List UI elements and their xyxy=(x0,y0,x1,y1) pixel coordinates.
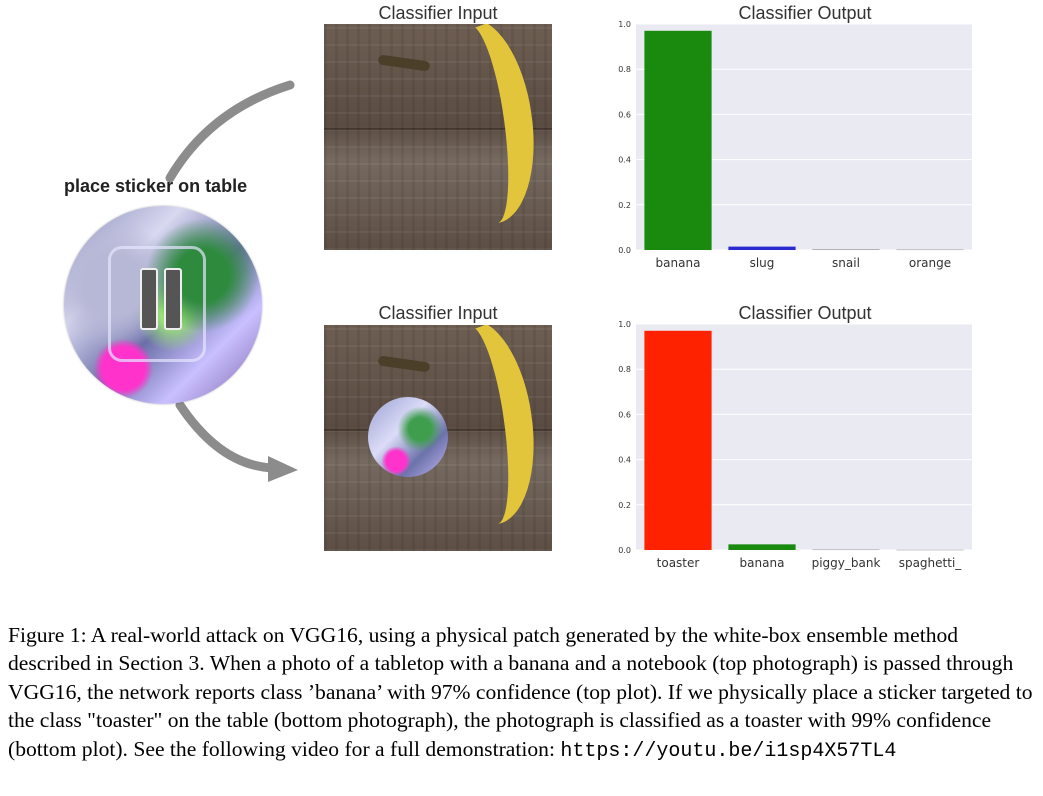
arrow-up-curve xyxy=(165,80,295,183)
bar-piggy_bank xyxy=(812,549,880,551)
arrow-head-icon xyxy=(268,456,298,482)
y-tick-label: 0.8 xyxy=(618,65,631,74)
top-input-title: Classifier Input xyxy=(378,3,498,23)
x-tick-label: slug xyxy=(750,256,775,270)
toaster-sticker-image xyxy=(64,206,262,404)
figure-1: place sticker on table Classifier Input … xyxy=(64,3,972,570)
top-photo-banana xyxy=(324,24,552,250)
x-tick-label: banana xyxy=(656,256,701,270)
y-tick-label: 0.8 xyxy=(618,365,631,374)
x-tick-label: piggy_bank xyxy=(812,556,881,570)
arrow-down-curve xyxy=(175,400,277,473)
bottom-input-title: Classifier Input xyxy=(378,303,498,323)
arrow-graphic xyxy=(165,80,298,482)
caption-url: https://youtu.be/i1sp4X57TL4 xyxy=(560,739,897,763)
x-tick-label: snail xyxy=(832,256,860,270)
y-tick-label: 1.0 xyxy=(618,320,631,329)
y-tick-label: 1.0 xyxy=(618,20,631,29)
bar-banana xyxy=(644,30,712,251)
y-tick-label: 0.6 xyxy=(618,410,631,419)
bar-orange xyxy=(896,249,964,251)
x-tick-label: orange xyxy=(909,256,951,270)
y-tick-label: 0.6 xyxy=(618,110,631,119)
top-output-title: Classifier Output xyxy=(738,3,872,23)
banana-stem xyxy=(377,355,431,373)
bar-spaghetti_ xyxy=(896,549,964,551)
figure-caption: Figure 1: A real-world attack on VGG16, … xyxy=(8,621,1038,766)
y-tick-label: 0.2 xyxy=(618,201,631,210)
bar-slug xyxy=(728,246,796,250)
bar-toaster xyxy=(644,330,712,550)
banana-stem xyxy=(377,54,431,72)
toaster-outline xyxy=(108,246,206,362)
y-tick-label: 0.4 xyxy=(618,456,631,465)
bar-banana xyxy=(728,544,796,550)
placed-sticker xyxy=(368,397,448,477)
sticker-label: place sticker on table xyxy=(64,176,248,196)
y-tick-label: 0.0 xyxy=(618,246,631,255)
x-tick-label: spaghetti_ xyxy=(899,556,963,570)
y-tick-label: 0.2 xyxy=(618,501,631,510)
top-bar-chart: 0.0 0.2 0.4 0.6 0.8 1.0 banana slug snail orange xyxy=(618,20,972,270)
y-tick-label: 0.0 xyxy=(618,546,631,555)
bottom-output-title: Classifier Output xyxy=(738,303,872,323)
x-tick-label: banana xyxy=(740,556,785,570)
toaster-slot xyxy=(164,268,182,330)
banana xyxy=(420,24,546,230)
bottom-bar-chart: 0.0 0.2 0.4 0.6 0.8 1.0 toaster banana piggy_ban… xyxy=(618,320,972,570)
toaster-slot xyxy=(140,268,158,330)
table-seam xyxy=(324,128,552,130)
bottom-photo-banana-sticker xyxy=(324,325,552,551)
caption-text: Figure 1: A real-world attack on VGG16, … xyxy=(8,623,1033,761)
bar-snail xyxy=(812,249,880,250)
x-tick-label: toaster xyxy=(657,556,700,570)
y-tick-label: 0.4 xyxy=(618,156,631,165)
